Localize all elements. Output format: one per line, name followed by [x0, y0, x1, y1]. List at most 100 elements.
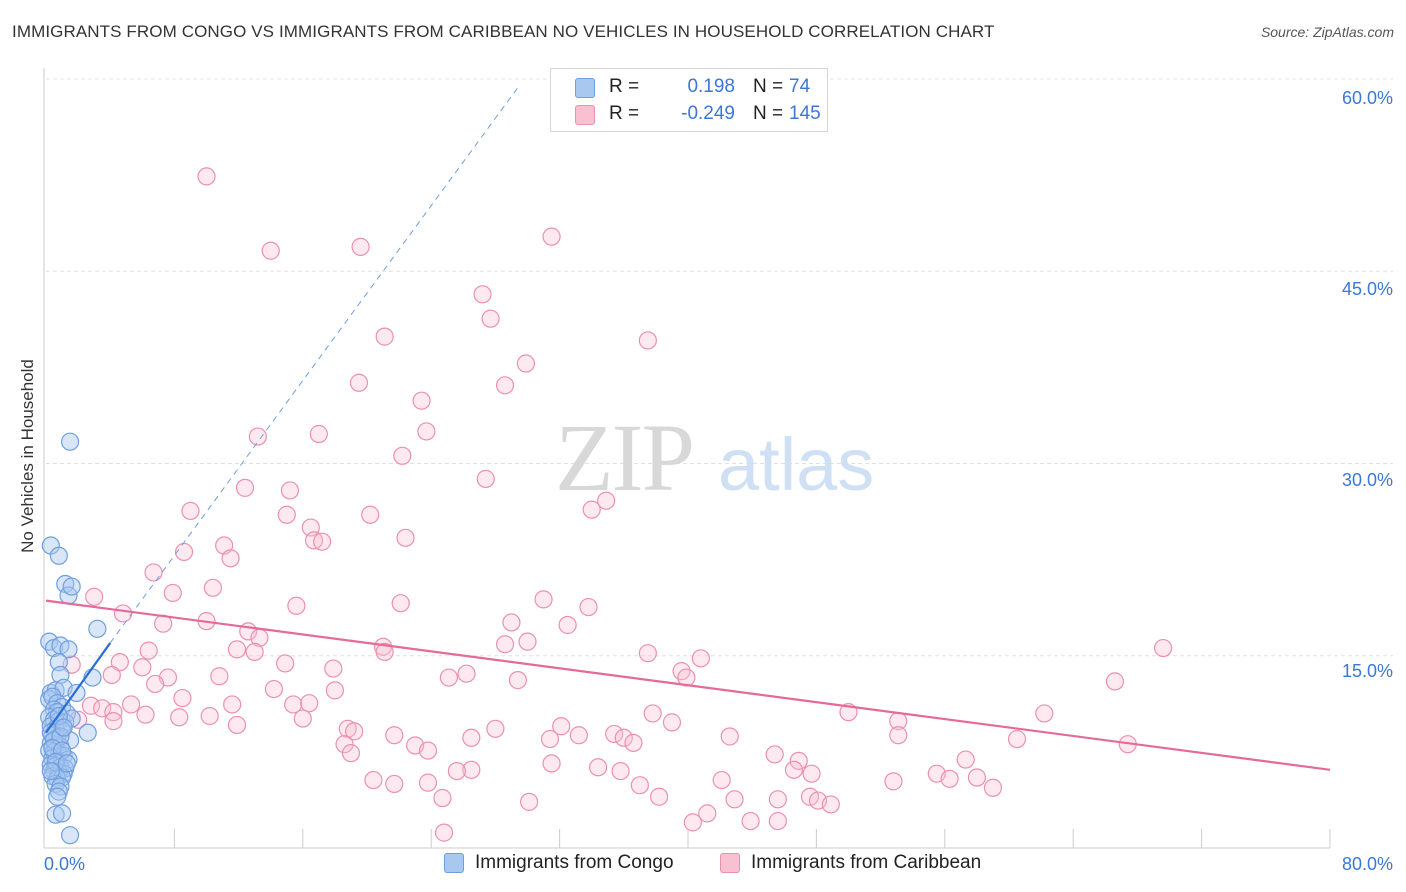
caribbean-point	[277, 505, 296, 524]
watermark-zip: ZIP	[555, 404, 693, 511]
caribbean-point	[170, 708, 189, 727]
caribbean-point	[284, 695, 303, 714]
caribbean-point	[418, 773, 438, 792]
series-congo	[40, 432, 107, 845]
caribbean-point	[650, 787, 669, 806]
legend-n-value: 74	[789, 76, 811, 97]
caribbean-point	[725, 790, 744, 809]
caribbean-point	[768, 811, 787, 831]
caribbean-point	[552, 717, 571, 736]
caribbean-point	[683, 813, 702, 832]
caribbean-point	[662, 713, 682, 732]
caribbean-point	[956, 750, 975, 769]
caribbean-point	[502, 613, 521, 632]
caribbean-point	[361, 505, 380, 524]
caribbean-point	[287, 596, 306, 615]
caribbean-point	[434, 823, 454, 842]
caribbean-point	[221, 549, 240, 568]
caribbean-point	[324, 659, 343, 678]
caribbean-point	[396, 528, 415, 547]
caribbean-point	[197, 167, 216, 186]
caribbean-point	[200, 706, 219, 726]
caribbean-point	[720, 727, 739, 746]
caribbean-point	[110, 653, 129, 672]
caribbean-point	[579, 597, 598, 617]
caribbean-point	[418, 741, 438, 760]
caribbean-point	[540, 729, 560, 749]
series-legend: Immigrants from Congo Immigrants from Ca…	[0, 852, 1406, 878]
y-tick-60: 60.0%	[1342, 88, 1393, 108]
caribbean-point	[280, 481, 300, 500]
correlation-legend: R = 0.198 N = 74 R = -0.249 N = 145	[550, 68, 828, 132]
caribbean-point	[248, 427, 267, 446]
caribbean-point	[309, 424, 328, 444]
caribbean-point	[614, 728, 633, 747]
caribbean-point	[391, 594, 410, 613]
caribbean-point	[375, 327, 394, 346]
congo-point	[49, 546, 68, 565]
caribbean-point	[393, 446, 412, 465]
legend-r-label: R =	[609, 76, 640, 97]
legend-swatch-caribbean	[720, 853, 740, 873]
congo-point	[78, 723, 97, 742]
caribbean-point	[558, 615, 577, 635]
caribbean-point	[821, 795, 840, 814]
caribbean-point	[741, 811, 760, 831]
congo-point	[88, 619, 107, 638]
caribbean-point	[712, 770, 731, 790]
caribbean-point	[312, 532, 332, 551]
caribbean-point	[457, 664, 476, 683]
caribbean-point	[245, 642, 264, 662]
congo-point	[60, 826, 80, 845]
congo-point	[60, 432, 80, 451]
caribbean-point	[385, 774, 404, 794]
caribbean-point	[605, 724, 624, 744]
caribbean-point	[768, 790, 787, 809]
caribbean-point	[351, 237, 370, 256]
caribbean-point	[789, 751, 808, 770]
caribbean-point	[276, 654, 295, 673]
caribbean-point	[93, 699, 112, 718]
caribbean-point	[85, 587, 104, 606]
caribbean-point	[802, 764, 821, 783]
caribbean-point	[235, 478, 255, 497]
caribbean-point	[133, 658, 152, 677]
grid-lines	[46, 78, 1393, 657]
caribbean-point	[264, 679, 284, 699]
legend-n-label: N =	[753, 103, 784, 124]
caribbean-point	[364, 770, 383, 790]
caribbean-point	[433, 788, 452, 808]
caribbean-point	[300, 694, 319, 713]
x-tick-max: 80.0%	[1342, 854, 1393, 874]
caribbean-point	[520, 792, 539, 811]
congo-point	[41, 761, 60, 781]
caribbean-point	[81, 696, 101, 715]
caribbean-point	[227, 640, 247, 659]
caribbean-point	[102, 665, 121, 685]
trend-lines	[45, 85, 1331, 771]
caribbean-point	[121, 695, 141, 714]
caribbean-point	[144, 563, 163, 582]
congo-point	[57, 754, 76, 773]
caribbean-point	[516, 354, 535, 373]
axes	[43, 68, 1331, 849]
legend-r-label: R =	[609, 103, 640, 124]
caribbean-point	[473, 285, 492, 304]
legend-swatch-congo	[575, 78, 595, 98]
caribbean-point	[113, 604, 133, 623]
caribbean-point	[227, 715, 247, 735]
caribbean-point	[462, 728, 481, 747]
caribbean-point	[630, 776, 649, 795]
caribbean-point	[582, 500, 601, 519]
caribbean-point	[884, 772, 903, 791]
legend-n-label: N =	[753, 76, 784, 97]
caribbean-point	[1105, 672, 1125, 691]
caribbean-point	[765, 745, 784, 764]
caribbean-point	[210, 667, 229, 686]
caribbean-point	[983, 778, 1003, 797]
legend-swatch-caribbean	[575, 105, 595, 125]
congo-point	[62, 577, 81, 596]
caribbean-point	[293, 709, 312, 728]
legend-n-value: 145	[789, 103, 821, 124]
legend-label-caribbean: Immigrants from Caribbean	[751, 852, 982, 873]
